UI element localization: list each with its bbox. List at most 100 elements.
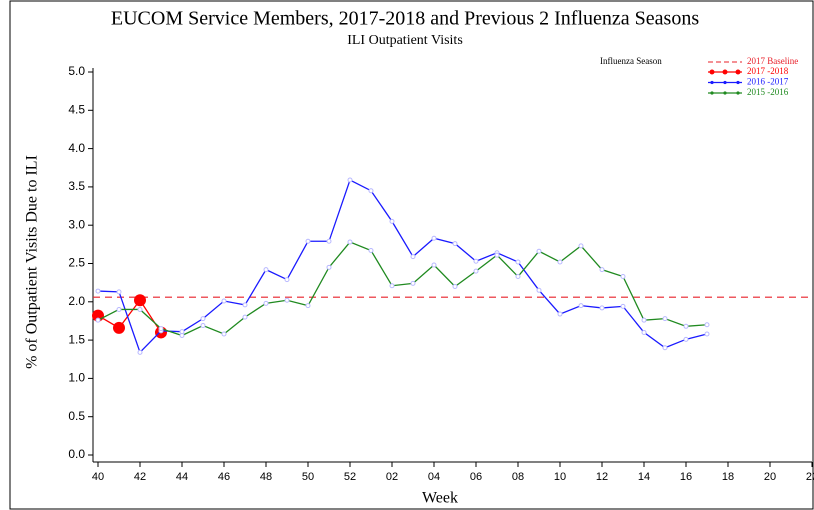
point: [473, 268, 479, 274]
point: [95, 288, 101, 294]
point: [473, 258, 479, 264]
point: [389, 283, 395, 289]
frame: [9, 0, 814, 510]
point: [536, 248, 542, 254]
point: [536, 287, 542, 293]
y-tick-label: 5.0: [68, 64, 85, 78]
point: [221, 331, 227, 337]
x-tick-label: 02: [386, 471, 398, 483]
series-line: [97, 179, 708, 354]
y-axis-label: % of Outpatient Visits Due to ILI: [24, 155, 41, 369]
series-line: [97, 299, 162, 333]
point: [410, 254, 416, 260]
chart-title: EUCOM Service Members, 2017-2018 and Pre…: [111, 8, 699, 30]
point: [641, 317, 647, 323]
x-tick-label: 04: [428, 471, 440, 483]
point: [683, 323, 689, 329]
x-tick-label: 42: [134, 471, 146, 483]
x-tick-label: 22: [806, 471, 814, 483]
point: [242, 302, 248, 308]
point: [113, 321, 125, 334]
x-tick-label: 46: [218, 471, 230, 483]
point: [305, 303, 311, 309]
x-axis-label: Week: [422, 490, 458, 507]
point: [137, 306, 143, 312]
point: [200, 316, 206, 322]
x-tick-label: 12: [596, 471, 608, 483]
point: [116, 289, 122, 295]
point: [134, 294, 146, 307]
point: [683, 336, 689, 342]
point: [410, 280, 416, 286]
y-tick-label: 1.5: [68, 332, 85, 346]
point: [158, 326, 164, 332]
point: [557, 311, 563, 317]
legend-label: 2017 Baseline: [747, 56, 798, 66]
legend-marker: [723, 91, 727, 95]
point: [620, 274, 626, 280]
point: [431, 235, 437, 241]
point: [452, 241, 458, 247]
point: [431, 262, 437, 268]
point: [620, 303, 626, 309]
point: [515, 274, 521, 280]
point: [305, 238, 311, 244]
point: [368, 247, 374, 253]
x-tick-label: 16: [680, 471, 692, 483]
point: [200, 323, 206, 329]
y-tick-label: 3.5: [68, 179, 85, 193]
legend-label: 2015 -2016: [747, 87, 789, 97]
x-tick-label: 52: [344, 471, 356, 483]
x-tick-label: 48: [260, 471, 272, 483]
legend-label: 2017 -2018: [747, 66, 789, 76]
x-tick-label: 50: [302, 471, 314, 483]
point: [389, 218, 395, 224]
point: [326, 238, 332, 244]
point: [347, 177, 353, 183]
point: [263, 300, 269, 306]
x-tick-label: 06: [470, 471, 482, 483]
point: [641, 329, 647, 335]
point: [137, 349, 143, 355]
y-tick-label: 4.5: [68, 102, 85, 116]
point: [263, 267, 269, 273]
point: [326, 264, 332, 270]
point: [578, 303, 584, 309]
y-tick-label: 2.0: [68, 294, 85, 308]
chart-subtitle: ILI Outpatient Visits: [347, 33, 463, 48]
point: [347, 239, 353, 245]
point: [221, 298, 227, 304]
x-tick-label: 44: [176, 471, 188, 483]
legend-marker: [710, 91, 714, 95]
series-line: [97, 241, 708, 337]
point: [284, 297, 290, 303]
y-tick-label: 0.5: [68, 409, 85, 423]
point: [662, 316, 668, 322]
point: [179, 333, 185, 339]
x-tick-label: 18: [722, 471, 734, 483]
point: [662, 345, 668, 351]
point: [494, 252, 500, 258]
legend-title: Influenza Season: [600, 56, 662, 66]
legend-marker: [736, 80, 740, 85]
y-tick-label: 3.0: [68, 217, 85, 231]
legend-marker: [723, 80, 727, 85]
legend-label: 2016 -2017: [747, 77, 789, 87]
point: [284, 277, 290, 283]
point: [452, 283, 458, 289]
point: [704, 322, 710, 328]
point: [557, 259, 563, 265]
point: [242, 314, 248, 320]
y-tick-label: 4.0: [68, 141, 85, 155]
point: [116, 306, 122, 312]
point: [704, 331, 710, 337]
point: [95, 317, 101, 323]
x-tick-label: 14: [638, 471, 650, 483]
y-tick-label: 0.0: [68, 447, 85, 461]
y-tick-label: 2.5: [68, 256, 85, 270]
point: [578, 243, 584, 249]
x-tick-label: 10: [554, 471, 566, 483]
y-tick-label: 1.0: [68, 371, 85, 385]
x-tick-label: 40: [92, 471, 104, 483]
point: [599, 305, 605, 311]
